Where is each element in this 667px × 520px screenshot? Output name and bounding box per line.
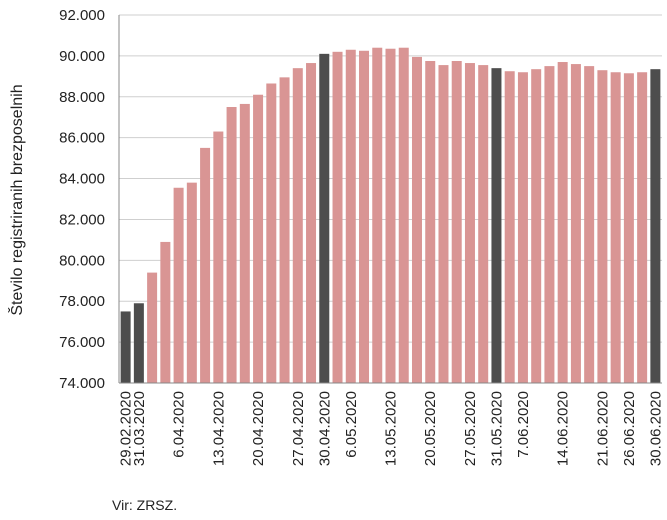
- bar: [570, 64, 581, 384]
- x-tick-label: 30.04.2020: [316, 391, 333, 466]
- bar: [186, 182, 197, 383]
- bar: [411, 56, 422, 384]
- y-tick-label: 76.000: [59, 334, 105, 351]
- x-tick-label: 7.06.2020: [515, 391, 532, 458]
- bar: [610, 72, 621, 383]
- bar: [319, 53, 330, 383]
- y-axis-label: Število registriranih brezposelnih: [7, 84, 26, 315]
- x-tick-label: 21.06.2020: [594, 391, 611, 466]
- y-tick-label: 92.000: [59, 7, 105, 24]
- y-tick-label: 82.000: [59, 211, 105, 228]
- y-tick-label: 84.000: [59, 171, 105, 188]
- bar: [213, 131, 224, 383]
- bar: [385, 48, 396, 383]
- axes: [118, 15, 662, 384]
- bars: [120, 47, 661, 384]
- bar: [253, 94, 264, 383]
- bar: [133, 303, 144, 383]
- y-tick-label: 74.000: [59, 375, 105, 392]
- y-tick-label: 88.000: [59, 89, 105, 106]
- bar: [517, 72, 528, 383]
- x-tick-label: 6.04.2020: [171, 391, 188, 458]
- bar: [120, 311, 131, 383]
- y-tick-label: 78.000: [59, 293, 105, 310]
- bar: [597, 70, 608, 383]
- bar: [332, 51, 343, 384]
- x-tick-label: 27.05.2020: [462, 391, 479, 466]
- x-tick-label: 14.06.2020: [555, 391, 572, 466]
- bar: [478, 65, 489, 383]
- bar: [266, 83, 277, 383]
- bar: [372, 47, 383, 383]
- bar: [239, 103, 250, 383]
- bar: [584, 66, 595, 383]
- bar: [226, 107, 237, 383]
- bar: [557, 62, 568, 384]
- x-tick-label: 30.06.2020: [647, 391, 664, 466]
- bar: [359, 50, 370, 384]
- x-tick-label: 13.04.2020: [210, 391, 227, 466]
- x-tick-label: 31.03.2020: [131, 391, 148, 466]
- x-tick-label: 20.05.2020: [422, 391, 439, 466]
- bar: [398, 47, 409, 383]
- bar: [451, 61, 462, 383]
- bar: [491, 68, 502, 384]
- bar: [438, 65, 449, 383]
- bar: [345, 49, 356, 383]
- y-tick-label: 86.000: [59, 130, 105, 147]
- bar: [200, 147, 211, 383]
- bar: [504, 71, 515, 383]
- x-tick-label: 27.04.2020: [290, 391, 307, 466]
- y-tick-labels: 74.000 76.000 78.000 80.000 82.000 84.000 86.0…: [59, 7, 105, 392]
- x-tick-label: 26.06.2020: [621, 391, 638, 466]
- bar: [650, 69, 661, 383]
- bar: [544, 66, 555, 383]
- x-tick-label: 20.04.2020: [250, 391, 267, 466]
- y-tick-label: 80.000: [59, 252, 105, 269]
- bar: [173, 187, 184, 383]
- bar: [425, 61, 436, 383]
- bar: [531, 69, 542, 383]
- bar: [464, 63, 475, 384]
- bar: [292, 68, 303, 384]
- bar: [637, 72, 648, 383]
- x-tick-label: 31.05.2020: [488, 391, 505, 466]
- x-tick-label: 13.05.2020: [383, 391, 400, 466]
- x-tick-label: 29.02.2020: [118, 391, 135, 466]
- bar: [306, 63, 317, 384]
- source-note: Vir: ZRSZ.: [112, 497, 178, 513]
- bar: [279, 77, 290, 383]
- y-tick-label: 90.000: [59, 48, 105, 65]
- bar: [147, 272, 158, 383]
- bar: [160, 241, 171, 383]
- bar: [623, 73, 634, 384]
- x-tick-label: 6.05.2020: [343, 391, 360, 458]
